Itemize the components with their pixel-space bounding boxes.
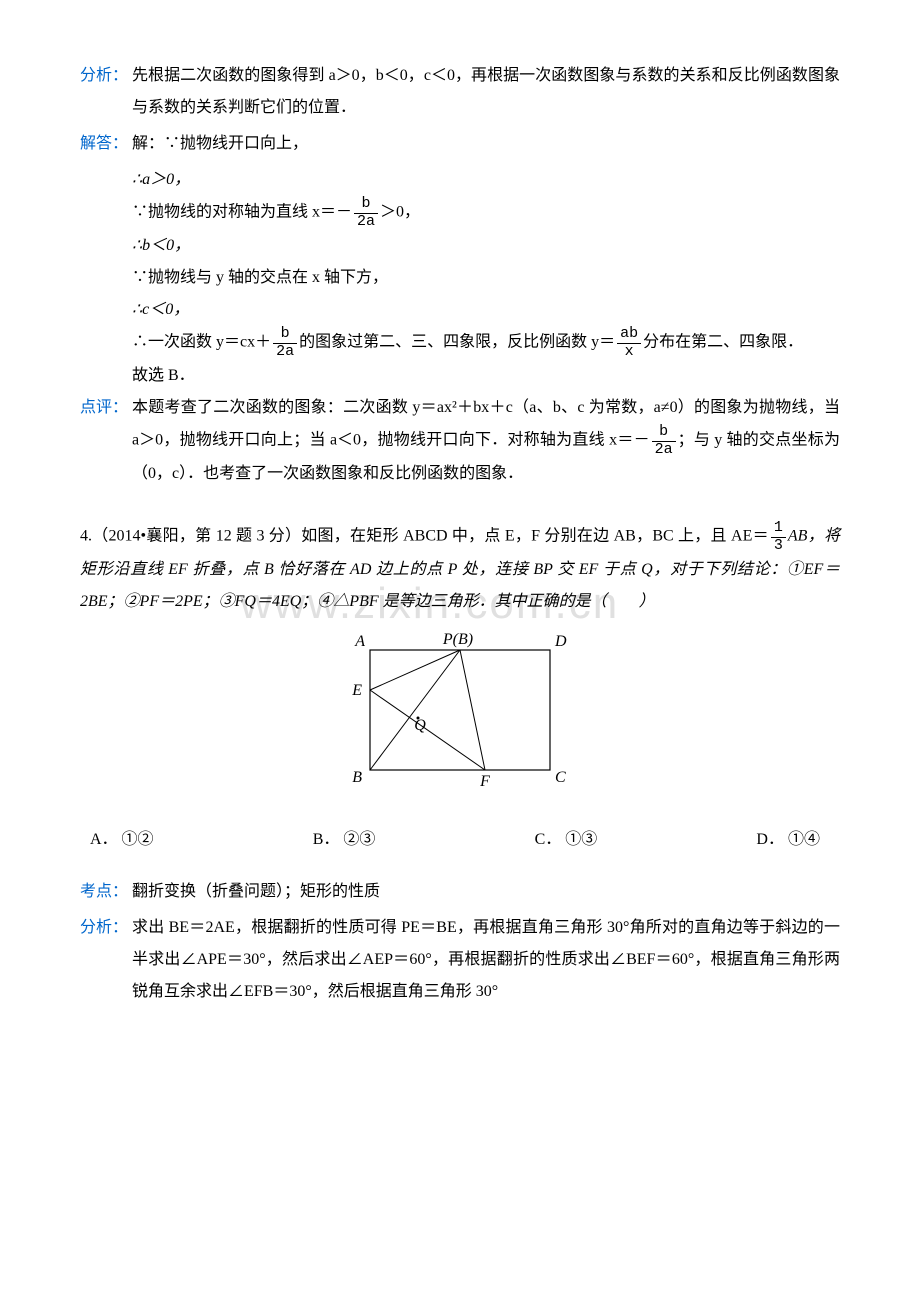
label-D: D — [554, 633, 567, 650]
label-P: P(B) — [442, 631, 473, 648]
page-container: www.zixin.com.cn 分析： 先根据二次函数的图象得到 a＞0，b＜… — [80, 60, 840, 1008]
fenxi-content: 先根据二次函数的图象得到 a＞0，b＜0，c＜0，再根据一次函数图象与系数的关系… — [132, 60, 840, 124]
q4-problem: 4.（2014•襄阳，第 12 题 3 分）如图，在矩形 ABCD 中，点 E，… — [80, 520, 840, 856]
q4-diagram: A P(B) D E Q B F C — [80, 630, 840, 812]
fraction-b-2a-2: b2a — [273, 326, 297, 360]
q3-line7: 故选 B． — [80, 360, 840, 392]
q3-dianping-row: 点评： 本题考查了二次函数的图象：二次函数 y＝ax²＋bx＋c（a、b、c 为… — [80, 392, 840, 490]
dianping-label: 点评： — [80, 392, 132, 424]
fraction-1-3: 13 — [771, 520, 786, 554]
dianping-content: 本题考查了二次函数的图象：二次函数 y＝ax²＋bx＋c（a、b、c 为常数，a… — [132, 392, 840, 490]
label-B: B — [352, 769, 362, 786]
fraction-b-2a: b2a — [354, 196, 378, 230]
q3-line4: ∵抛物线与 y 轴的交点在 x 轴下方， — [80, 262, 840, 294]
q3-line5: ∴c＜0， — [80, 294, 840, 326]
label-Q: Q — [414, 717, 426, 734]
label-C: C — [555, 769, 566, 786]
q4-stem: 4.（2014•襄阳，第 12 题 3 分）如图，在矩形 ABCD 中，点 E，… — [80, 520, 840, 618]
q3-line1: ∴a＞0， — [80, 164, 840, 196]
geometry-svg: A P(B) D E Q B F C — [330, 630, 590, 800]
fraction-b-2a-3: b2a — [652, 424, 676, 458]
kaodian-label: 考点： — [80, 876, 132, 908]
label-F: F — [479, 773, 490, 790]
label-E: E — [351, 682, 362, 699]
option-a[interactable]: A． ①② — [90, 824, 154, 856]
q4-fenxi-label: 分析： — [80, 912, 132, 944]
option-b[interactable]: B． ②③ — [313, 824, 376, 856]
q3-fenxi-row: 分析： 先根据二次函数的图象得到 a＞0，b＜0，c＜0，再根据一次函数图象与系… — [80, 60, 840, 124]
option-d[interactable]: D． ①④ — [756, 824, 820, 856]
fenxi-label: 分析： — [80, 60, 132, 92]
q3-line3: ∴b＜0， — [80, 230, 840, 262]
fraction-ab-x: abx — [617, 326, 641, 360]
q3-jieda-row: 解答： 解：∵抛物线开口向上， — [80, 128, 840, 160]
q4-fenxi-content: 求出 BE＝2AE，根据翻折的性质可得 PE＝BE，再根据直角三角形 30°角所… — [132, 912, 840, 1008]
kaodian-content: 翻折变换（折叠问题）；矩形的性质 — [132, 876, 840, 908]
q3-line2: ∵抛物线的对称轴为直线 x＝－b2a＞0， — [80, 196, 840, 230]
q4-fenxi-row: 分析： 求出 BE＝2AE，根据翻折的性质可得 PE＝BE，再根据直角三角形 3… — [80, 912, 840, 1008]
q4-options: A． ①② B． ②③ C． ①③ D． ①④ — [80, 824, 840, 856]
option-c[interactable]: C． ①③ — [535, 824, 598, 856]
q4-kaodian-row: 考点： 翻折变换（折叠问题）；矩形的性质 — [80, 876, 840, 908]
label-A: A — [354, 633, 365, 650]
jieda-label: 解答： — [80, 128, 132, 160]
jieda-head: 解：∵抛物线开口向上， — [132, 128, 840, 160]
q3-line6: ∴一次函数 y＝cx＋b2a的图象过第二、三、四象限，反比例函数 y＝abx分布… — [80, 326, 840, 360]
